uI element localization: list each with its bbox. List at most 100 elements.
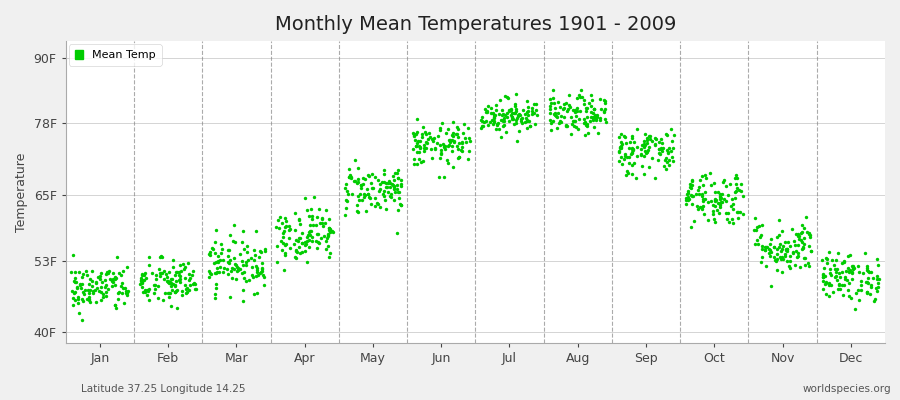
Point xyxy=(347,177,362,184)
Point xyxy=(559,100,573,106)
Point xyxy=(304,238,319,244)
Point xyxy=(436,144,451,151)
Point xyxy=(791,233,806,239)
Point xyxy=(138,289,152,295)
Point xyxy=(451,155,465,161)
Point xyxy=(593,115,608,121)
Point xyxy=(474,124,489,131)
Point xyxy=(454,148,469,154)
Point xyxy=(724,203,738,209)
Point xyxy=(222,260,237,266)
Point xyxy=(837,282,851,288)
Point xyxy=(294,240,309,246)
Point xyxy=(277,242,292,248)
Point xyxy=(440,156,454,163)
Point xyxy=(579,108,593,114)
Point xyxy=(860,289,874,296)
Point xyxy=(819,279,833,285)
Point xyxy=(501,95,516,101)
Point xyxy=(172,272,186,279)
Point xyxy=(370,200,384,206)
Point xyxy=(623,138,637,145)
Point xyxy=(624,150,638,157)
Point xyxy=(505,109,519,116)
Point xyxy=(167,282,182,288)
Point xyxy=(619,172,634,178)
Point xyxy=(735,193,750,199)
Point xyxy=(564,120,579,127)
Point xyxy=(796,254,811,261)
Point xyxy=(627,160,642,166)
Point xyxy=(586,106,600,112)
Point xyxy=(580,123,594,130)
Point xyxy=(156,297,170,303)
Point xyxy=(160,279,175,286)
Point xyxy=(450,124,464,130)
Point xyxy=(202,251,217,257)
Point xyxy=(803,234,817,240)
Point xyxy=(346,178,361,184)
Point xyxy=(714,199,728,205)
Point xyxy=(257,274,272,280)
Point xyxy=(505,116,519,122)
Point xyxy=(505,114,519,120)
Point xyxy=(373,188,387,194)
Point xyxy=(381,188,395,195)
Point xyxy=(202,274,216,280)
Point xyxy=(376,193,391,199)
Point xyxy=(428,145,443,152)
Point xyxy=(801,260,815,266)
Point xyxy=(104,278,119,284)
Point xyxy=(365,185,380,191)
Point xyxy=(838,274,852,280)
Point xyxy=(860,279,874,285)
Point xyxy=(748,241,762,247)
Point xyxy=(76,288,91,295)
Point xyxy=(169,286,184,293)
Point xyxy=(772,243,787,250)
Point xyxy=(390,169,404,176)
Point xyxy=(523,123,537,129)
Point xyxy=(680,197,694,204)
Point xyxy=(562,102,576,108)
Point xyxy=(274,238,288,244)
Point xyxy=(832,282,846,288)
Point xyxy=(543,117,557,124)
Point xyxy=(506,116,520,122)
Point xyxy=(837,259,851,265)
Point xyxy=(798,262,813,268)
Point xyxy=(376,191,391,198)
Point xyxy=(860,290,875,296)
Point xyxy=(844,268,859,275)
Point xyxy=(543,110,557,116)
Point xyxy=(142,262,157,268)
Point xyxy=(91,274,105,280)
Point xyxy=(804,248,818,254)
Point xyxy=(872,276,886,282)
Point xyxy=(277,251,292,258)
Point xyxy=(387,184,401,190)
Point xyxy=(545,95,560,101)
Point xyxy=(361,191,375,198)
Point xyxy=(86,288,100,294)
Point xyxy=(135,280,149,286)
Point xyxy=(409,131,423,138)
Point xyxy=(437,143,452,149)
Point xyxy=(620,154,634,160)
Point xyxy=(217,264,231,271)
Point xyxy=(723,181,737,187)
Point xyxy=(151,283,166,290)
Point xyxy=(377,179,392,186)
Point xyxy=(653,145,668,151)
Point xyxy=(158,289,172,296)
Point xyxy=(151,266,166,272)
Point xyxy=(501,108,516,114)
Point xyxy=(168,272,183,278)
Point xyxy=(514,115,528,122)
Point xyxy=(848,305,862,312)
Point xyxy=(120,289,134,296)
Point xyxy=(111,295,125,302)
Point xyxy=(424,146,438,152)
Point xyxy=(174,268,188,274)
Point xyxy=(256,271,271,278)
